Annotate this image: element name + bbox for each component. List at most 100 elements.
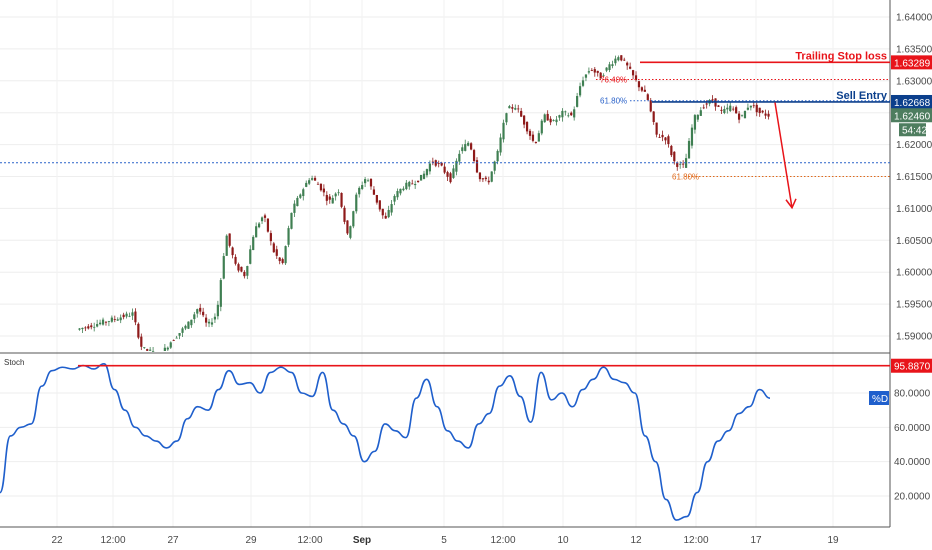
candle-body xyxy=(228,233,231,246)
candle-body xyxy=(343,207,346,222)
candle-body xyxy=(684,158,688,168)
stoch-grid xyxy=(0,392,890,497)
candle-body xyxy=(184,325,187,329)
candle-body xyxy=(249,249,252,264)
candle-body xyxy=(455,160,458,172)
time-tick-label: 12:00 xyxy=(297,535,322,546)
candle-body xyxy=(428,163,431,172)
candle-body xyxy=(269,233,272,242)
candle-body xyxy=(549,118,552,123)
stoch-tick-label: 80.0000 xyxy=(894,389,931,400)
candle-body xyxy=(581,80,585,86)
candle-body xyxy=(131,312,134,316)
time-tick-label: 29 xyxy=(245,535,257,546)
candle-body xyxy=(340,192,343,207)
candle-body xyxy=(505,113,508,123)
candle-body xyxy=(319,183,323,191)
candle-body xyxy=(755,104,758,113)
stoch-series xyxy=(0,363,771,521)
candle-body xyxy=(375,194,378,203)
candle-body xyxy=(346,220,349,234)
candle-body xyxy=(599,72,602,79)
stoch-legend-label: %D xyxy=(872,394,888,405)
candle-body xyxy=(590,70,593,71)
stoch-overlays: 95.8870 %D xyxy=(78,358,932,405)
time-tick-label: 22 xyxy=(51,535,63,546)
projection-arrow-head xyxy=(785,198,797,210)
candle-body xyxy=(81,327,84,330)
candle-body xyxy=(629,66,632,69)
price-tick-label: 1.64000 xyxy=(896,13,932,24)
candle-body xyxy=(316,183,320,185)
candle-body xyxy=(431,161,434,163)
candle-body xyxy=(257,223,261,228)
candle-body xyxy=(464,144,467,151)
time-tick-label: 5 xyxy=(441,535,447,546)
current-price-label: 1.62460 xyxy=(894,111,931,122)
candle-body xyxy=(670,145,673,156)
candle-body xyxy=(78,328,81,330)
candle-body xyxy=(411,183,414,185)
stoch-legend-tag xyxy=(869,391,889,405)
price-tick-label: 1.63000 xyxy=(896,76,932,87)
candle-body xyxy=(587,71,591,73)
candle-body xyxy=(705,103,708,105)
candle-body xyxy=(166,347,169,350)
candle-body xyxy=(422,173,426,179)
candle-body xyxy=(396,191,399,198)
candle-body xyxy=(676,162,679,167)
candle-body xyxy=(655,122,658,135)
candle-body xyxy=(752,105,755,107)
price-tag xyxy=(891,55,932,70)
price-overlays: 76.40% 61.80% 61.80% Trailing Stop loss 1.63… xyxy=(0,50,932,210)
candle-body xyxy=(216,304,219,317)
price-tick-label: 1.60500 xyxy=(896,236,932,247)
candle-body xyxy=(461,147,464,152)
candle-body xyxy=(107,321,111,323)
candle-body xyxy=(437,163,440,164)
candle-body xyxy=(311,178,314,180)
candle-body xyxy=(682,163,685,165)
candle-body xyxy=(649,100,652,112)
candle-body xyxy=(614,58,617,64)
candle-body xyxy=(664,137,667,141)
candle-body xyxy=(204,317,208,323)
candle-body xyxy=(337,192,340,194)
candle-body xyxy=(679,163,682,165)
candle-body xyxy=(98,322,102,325)
candle-body xyxy=(263,215,267,218)
candle-body xyxy=(634,75,638,81)
candle-body xyxy=(470,143,473,150)
fibonacci-level-label: 61.80% xyxy=(600,97,627,106)
candle-body xyxy=(687,140,691,159)
candle-body xyxy=(440,162,443,166)
candle-body xyxy=(617,57,620,61)
candle-body xyxy=(349,226,352,238)
price-tick-label: 1.59000 xyxy=(896,332,932,343)
candle-body xyxy=(558,115,561,118)
candle-body xyxy=(405,182,408,190)
stoch-tick-label: 60.0000 xyxy=(894,423,931,434)
candle-body xyxy=(673,151,676,162)
candle-body xyxy=(334,193,337,197)
candle-body xyxy=(449,173,452,183)
candle-body xyxy=(531,134,535,141)
candle-body xyxy=(711,99,714,101)
candle-body xyxy=(231,247,234,256)
candle-body xyxy=(393,195,396,202)
candle-body xyxy=(502,122,505,140)
stoch-axis[interactable]: 80.0000 60.0000 40.0000 20.0000 xyxy=(894,389,931,503)
candle-body xyxy=(281,259,284,263)
candle-body xyxy=(290,212,293,229)
candle-body xyxy=(163,347,166,351)
candle-body xyxy=(620,55,623,61)
time-axis[interactable]: 22 12:00 27 29 12:00 Sep 5 12:00 10 12 12:00 17 19 xyxy=(51,535,839,546)
candle-body xyxy=(523,115,526,125)
time-tick-label: 19 xyxy=(827,535,839,546)
candle-body xyxy=(278,257,281,262)
candle-body xyxy=(119,317,122,321)
current-price-tag xyxy=(891,108,932,123)
candle-body xyxy=(661,134,664,138)
time-tick-label: 27 xyxy=(167,535,179,546)
